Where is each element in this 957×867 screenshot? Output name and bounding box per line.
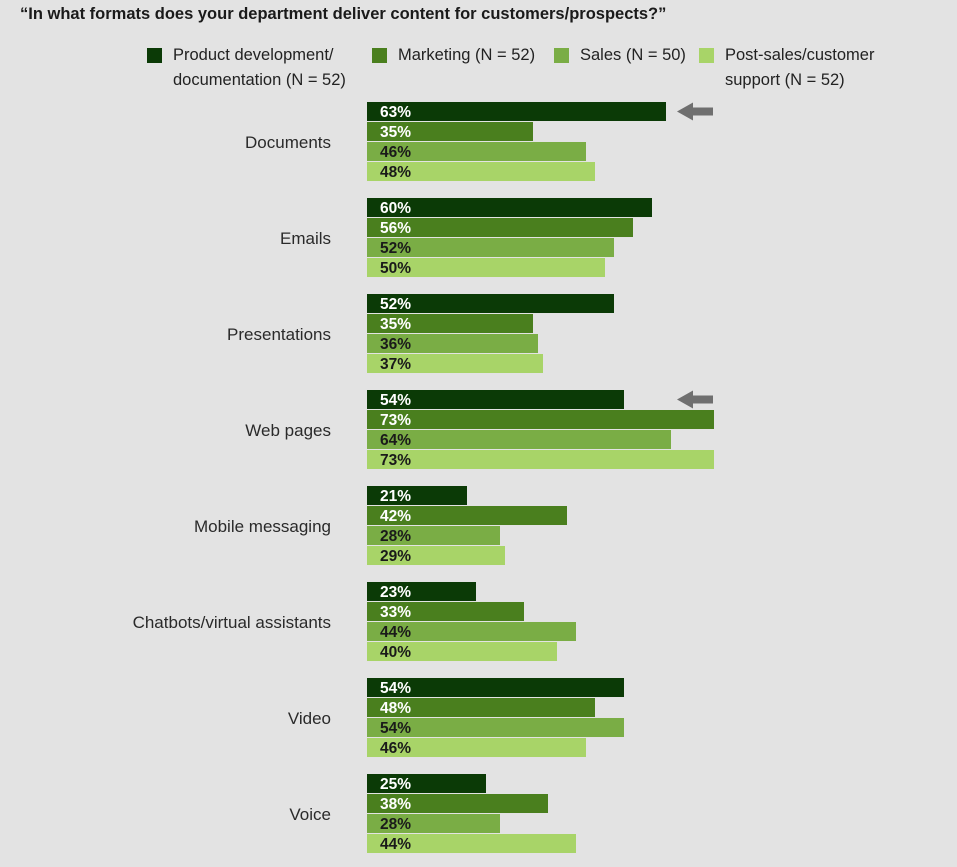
bar-voice-series-4 (367, 834, 576, 853)
bar-voice-series-3 (367, 814, 500, 833)
bar-video-series-2 (367, 698, 595, 717)
bar-voice-series-2 (367, 794, 548, 813)
legend-label: Marketing (N = 52) (398, 46, 536, 64)
bar-web-pages-series-4 (367, 450, 714, 469)
value-label-video-series-3: 54% (380, 720, 411, 737)
value-label-video-series-1: 54% (380, 680, 411, 697)
bar-chatbots-virtual-assistants-series-2 (367, 602, 524, 621)
value-label-documents-series-2: 35% (380, 124, 411, 141)
value-label-voice-series-3: 28% (380, 816, 411, 833)
bar-presentations-series-2 (367, 314, 533, 333)
bar-video-series-1 (367, 678, 624, 697)
legend-swatch (372, 48, 387, 63)
bar-video-series-4 (367, 738, 586, 757)
bar-emails-series-3 (367, 238, 614, 257)
value-label-mobile-messaging-series-3: 28% (380, 528, 411, 545)
bar-emails-series-1 (367, 198, 652, 217)
value-label-presentations-series-1: 52% (380, 296, 411, 313)
bar-documents-series-3 (367, 142, 586, 161)
value-label-emails-series-3: 52% (380, 240, 411, 257)
legend-label: Product development/documentation (N = 5… (173, 46, 346, 89)
bar-mobile-messaging-series-3 (367, 526, 500, 545)
bar-mobile-messaging-series-4 (367, 546, 505, 565)
bar-emails-series-2 (367, 218, 633, 237)
value-label-presentations-series-4: 37% (380, 356, 411, 373)
category-label-documents: Documents (245, 133, 331, 152)
bar-presentations-series-1 (367, 294, 614, 313)
bar-mobile-messaging-series-2 (367, 506, 567, 525)
value-label-presentations-series-2: 35% (380, 316, 411, 333)
legend-swatch (147, 48, 162, 63)
value-label-emails-series-4: 50% (380, 260, 411, 277)
category-label-video: Video (288, 709, 331, 728)
category-label-web-pages: Web pages (245, 421, 331, 440)
chart-title: “In what formats does your department de… (20, 5, 667, 23)
value-label-documents-series-3: 46% (380, 144, 411, 161)
value-label-emails-series-2: 56% (380, 220, 411, 237)
value-label-web-pages-series-3: 64% (380, 432, 411, 449)
category-label-mobile-messaging: Mobile messaging (194, 517, 331, 536)
value-label-voice-series-1: 25% (380, 776, 411, 793)
highlight-arrow-icon (677, 102, 713, 121)
bar-web-pages-series-3 (367, 430, 671, 449)
bar-web-pages-series-1 (367, 390, 624, 409)
category-label-chatbots-virtual-assistants: Chatbots/virtual assistants (133, 613, 331, 632)
bar-documents-series-4 (367, 162, 595, 181)
value-label-video-series-2: 48% (380, 700, 411, 717)
value-label-emails-series-1: 60% (380, 200, 411, 217)
value-label-voice-series-4: 44% (380, 836, 411, 853)
bar-web-pages-series-2 (367, 410, 714, 429)
bar-voice-series-1 (367, 774, 486, 793)
value-label-chatbots-virtual-assistants-series-1: 23% (380, 584, 411, 601)
value-label-chatbots-virtual-assistants-series-2: 33% (380, 604, 411, 621)
bar-video-series-3 (367, 718, 624, 737)
highlight-arrow-icon (677, 390, 713, 409)
value-label-chatbots-virtual-assistants-series-4: 40% (380, 644, 411, 661)
bar-presentations-series-3 (367, 334, 538, 353)
value-label-documents-series-1: 63% (380, 104, 411, 121)
bar-chatbots-virtual-assistants-series-4 (367, 642, 557, 661)
value-label-web-pages-series-4: 73% (380, 452, 411, 469)
value-label-mobile-messaging-series-4: 29% (380, 548, 411, 565)
bar-presentations-series-4 (367, 354, 543, 373)
value-label-web-pages-series-1: 54% (380, 392, 411, 409)
value-label-presentations-series-3: 36% (380, 336, 411, 353)
bar-documents-series-1 (367, 102, 666, 121)
category-label-presentations: Presentations (227, 325, 331, 344)
value-label-web-pages-series-2: 73% (380, 412, 411, 429)
category-label-emails: Emails (280, 229, 331, 248)
bar-documents-series-2 (367, 122, 533, 141)
bar-chatbots-virtual-assistants-series-3 (367, 622, 576, 641)
legend-label: Post-sales/customer support (N = 52) (725, 46, 875, 89)
bar-chatbots-virtual-assistants-series-1 (367, 582, 476, 601)
value-label-mobile-messaging-series-1: 21% (380, 488, 411, 505)
value-label-mobile-messaging-series-2: 42% (380, 508, 411, 525)
legend-label: Sales (N = 50) (580, 46, 686, 64)
value-label-chatbots-virtual-assistants-series-3: 44% (380, 624, 411, 641)
legend-swatch (699, 48, 714, 63)
value-label-voice-series-2: 38% (380, 796, 411, 813)
category-label-voice: Voice (289, 805, 331, 824)
value-label-video-series-4: 46% (380, 740, 411, 757)
legend-swatch (554, 48, 569, 63)
bar-emails-series-4 (367, 258, 605, 277)
bar-mobile-messaging-series-1 (367, 486, 467, 505)
value-label-documents-series-4: 48% (380, 164, 411, 181)
